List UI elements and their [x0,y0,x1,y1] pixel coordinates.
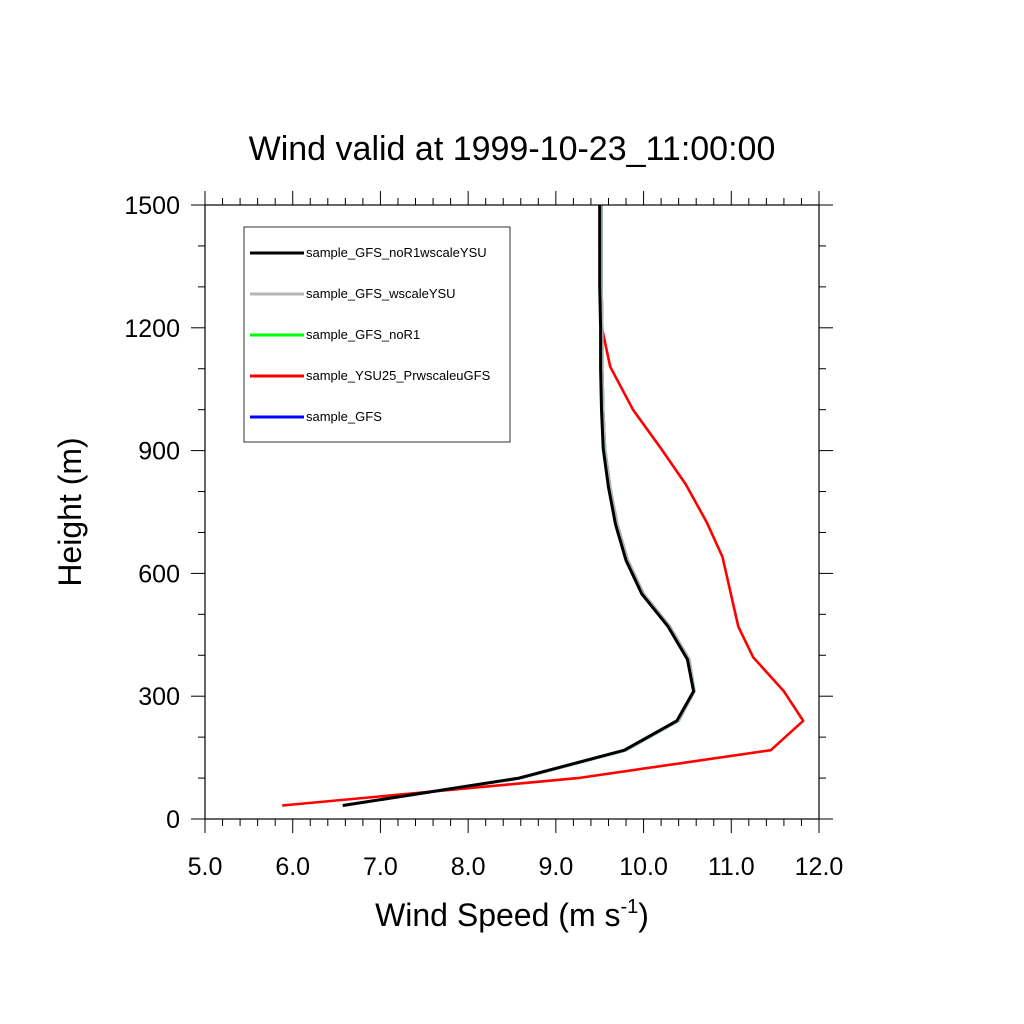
y-tick-label: 900 [138,438,180,466]
tick-labels: 5.0 6.0 7.0 8.0 9.0 10.0 11.0 12.0 0 300 600 900 120… [124,192,843,881]
x-tick-label: 9.0 [538,853,573,881]
x-axis-label-superscript: -1 [620,896,638,918]
legend-label: sample_YSU25_PrwscaleuGFS [306,368,491,383]
x-tick-label: 5.0 [188,853,223,881]
x-tick-label: 10.0 [619,853,668,881]
x-axis-label-suffix: ) [638,897,649,933]
y-tick-label: 1500 [124,192,180,220]
x-tick-label: 8.0 [451,853,486,881]
legend-label: sample_GFS_noR1 [306,327,420,342]
x-tick-label: 11.0 [708,853,755,881]
legend-label: sample_GFS_wscaleYSU [306,286,456,301]
y-tick-label: 1200 [124,315,180,343]
legend-label: sample_GFS [306,409,382,424]
y-axis-label: Height (m) [52,437,88,586]
x-axis-label: Wind Speed (m s-1) [375,896,649,933]
x-axis-label-main: Wind Speed (m s [375,897,620,933]
axis-ticks [191,191,833,833]
x-tick-label: 12.0 [795,853,844,881]
y-tick-label: 0 [166,806,180,834]
series-lines [282,205,805,807]
chart-title: Wind valid at 1999-10-23_11:00:00 [249,130,776,168]
legend-label: sample_GFS_noR1wscaleYSU [306,245,487,260]
plot-frame [204,204,820,820]
series-line [342,205,696,807]
legend: sample_GFS_noR1wscaleYSU sample_GFS_wscal… [243,226,511,443]
y-tick-label: 300 [138,683,180,711]
x-tick-label: 6.0 [275,853,310,881]
y-tick-label: 600 [138,560,180,588]
x-tick-label: 7.0 [363,853,398,881]
